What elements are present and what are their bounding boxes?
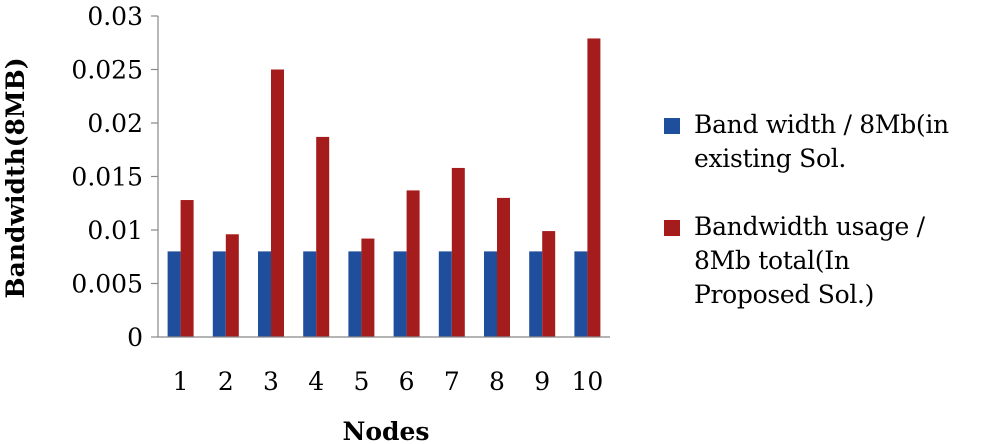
x-tick-label: 6 xyxy=(399,367,415,396)
bar-existing xyxy=(167,251,181,337)
x-tick-label: 10 xyxy=(571,367,603,396)
legend-label-line: existing Sol. xyxy=(694,144,847,173)
y-tick-label: 0.01 xyxy=(87,216,143,245)
bar-proposed xyxy=(451,167,465,337)
bar-proposed xyxy=(406,190,420,337)
y-tick-label: 0.015 xyxy=(71,163,143,192)
x-tick-label: 2 xyxy=(218,367,234,396)
bar-proposed xyxy=(225,234,239,337)
x-tick-label: 3 xyxy=(263,367,279,396)
bar-existing xyxy=(393,251,407,337)
y-tick-label: 0.005 xyxy=(71,270,143,299)
bar-proposed xyxy=(542,231,556,337)
legend-label-line: 8Mb total(In xyxy=(694,246,850,275)
bar-proposed xyxy=(587,38,601,337)
legend-label-existing: Band width / 8Mb(in existing Sol. xyxy=(694,108,1000,176)
legend: Band width / 8Mb(in existing Sol. Bandwi… xyxy=(664,108,1000,346)
bar-proposed xyxy=(497,197,510,337)
bar-existing xyxy=(484,251,497,337)
bar-existing xyxy=(212,251,226,337)
bar-existing xyxy=(574,251,588,337)
legend-item-proposed: Bandwidth usage / 8Mb total(In Proposed … xyxy=(664,210,1000,312)
bar-proposed xyxy=(316,136,330,337)
x-tick-label: 9 xyxy=(534,367,550,396)
bar-proposed xyxy=(361,238,375,337)
x-tick-label: 5 xyxy=(353,367,369,396)
bar-proposed xyxy=(180,200,194,337)
legend-item-existing: Band width / 8Mb(in existing Sol. xyxy=(664,108,1000,176)
legend-label-proposed: Bandwidth usage / 8Mb total(In Proposed … xyxy=(694,210,1000,312)
y-tick-label: 0 xyxy=(127,323,143,352)
bar-existing xyxy=(438,251,452,337)
legend-label-line: Bandwidth usage / xyxy=(694,212,925,241)
legend-swatch-existing xyxy=(664,118,680,134)
bar-existing xyxy=(303,251,317,337)
bar-existing xyxy=(258,251,271,337)
legend-label-line: Band width / 8Mb(in xyxy=(694,110,949,139)
legend-label-line: Proposed Sol.) xyxy=(694,280,875,309)
y-tick-label: 0.02 xyxy=(87,109,143,138)
x-axis-title: Nodes xyxy=(343,417,430,444)
x-tick-label: 4 xyxy=(308,367,324,396)
bar-existing xyxy=(348,251,362,337)
bar-existing xyxy=(529,251,543,337)
x-tick-label: 8 xyxy=(489,367,505,396)
y-axis-title: Bandwidth(8MB) xyxy=(1,57,30,298)
plot-area: 0 0.005 0.01 0.015 0.02 0.025 0.03 1 2 3 4 5 6 7 8 9 10 xyxy=(71,2,610,396)
y-tick-label: 0.03 xyxy=(87,2,143,31)
x-tick-label: 1 xyxy=(173,367,189,396)
legend-swatch-proposed xyxy=(664,220,680,236)
x-tick-label: 7 xyxy=(444,367,460,396)
y-tick-label: 0.025 xyxy=(71,56,143,85)
bar-proposed xyxy=(271,69,284,337)
